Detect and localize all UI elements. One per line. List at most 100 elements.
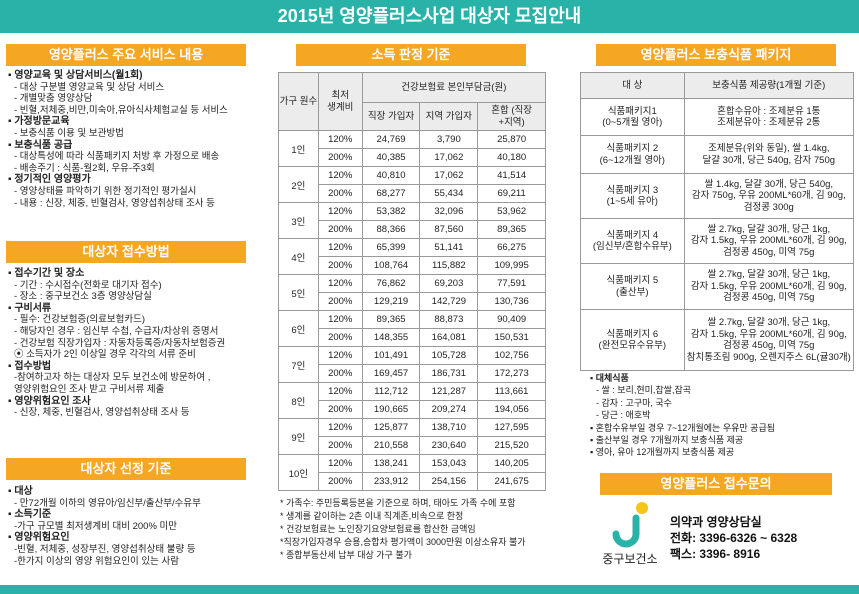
amount: 164,081 [419,328,479,347]
rate: 120% [317,202,363,221]
name-line: 식품패키지 4 [606,229,659,241]
household: 1인 [278,130,319,167]
row: 200% 129,219 142,729 130,736 [279,292,546,311]
amount: 169,457 [361,364,421,383]
item-heading: 접수기간 및 장소 [8,268,253,280]
amount: 230,640 [419,436,479,455]
package-name: 식품패키지 3 (1~5세 유아) [580,173,685,219]
amount: 17,062 [419,166,479,185]
amount: 105,728 [419,346,479,365]
package-items: 쌀 2.7kg, 달걀 30개, 당근 1kg, 감자 1.5kg, 우유 200… [683,309,855,371]
amount: 172,273 [477,364,546,383]
dept: 의약과 영양상담실 [670,515,762,529]
org-name: 중구보건소 [602,552,658,566]
th: 혼합 (직장+지역) [477,102,546,131]
item-line: 감자 1.5kg, 우유 200ML*60개, 김 90g, [690,235,847,247]
rate: 120% [317,382,363,401]
item-line: 조제분유아 : 조제분유 2통 [717,117,821,128]
row: 4인 120% 65,399 51,141 66,275 [278,238,546,275]
item-line: 검정콩 300g [743,201,794,213]
amount: 125,877 [361,418,421,437]
selection-list: 대상- 만72개월 이하의 영유아/임신부/출산부/수유부소득기준-가구 규모별… [8,486,253,567]
th: 지역 가입자 [419,102,479,131]
name-line: (0~5개월 영아) [602,117,663,128]
household: 4인 [278,238,319,275]
amount: 130,736 [477,292,546,311]
item-line: 쌀 2.7kg, 달걀 30개, 당근 1kg, [707,317,831,328]
amount: 150,531 [477,328,546,347]
rate: 200% [317,292,363,311]
amount: 24,769 [361,130,421,149]
item-line: 영양위험요인 조사 받고 구비서류 제출 [14,383,165,395]
th: 가구 원수 [278,72,319,131]
name-line: 식품패키지 5 [606,275,659,286]
amount: 142,729 [419,292,479,311]
section-header: 대상자 접수방법 [6,241,246,263]
note: 출산부일 경우 7개월까지 보충식품 제공 [590,434,855,446]
rate: 200% [317,472,363,491]
amount: 53,962 [477,202,546,221]
note: 대체식품 [590,372,855,384]
amount: 129,219 [361,292,421,311]
package-items: 쌀 1.4kg, 달걀 30개, 당근 540g, 감자 750g, 우유 200… [683,173,855,219]
note: * 종합부동산세 납부 대상 가구 불가 [280,550,412,560]
amount: 3,790 [419,130,479,149]
household: 7인 [278,346,319,383]
item-line: - 장소 : 중구보건소 3층 영양상담실 [14,291,152,303]
package-items: 조제분유(위와 동일), 쌀 1.4kg, 달걀 30개, 당근 540g, 감자… [683,135,855,174]
amount: 121,287 [419,382,479,401]
row: 200% 210,558 230,640 215,520 [279,436,546,455]
th: 대 상 [580,72,685,99]
name-line: (6~12개월 영아) [599,154,665,166]
package-name: 식품패키지 5 (출산부) [580,263,685,310]
package-name: 식품패키지 6 (완전모유수유부) [580,309,685,371]
item-heading: 소득기준 [8,509,253,521]
amount: 66,275 [477,238,546,257]
item-line: - 해당자인 경우 : 임신부 수첩, 수급자/차상위 증명서 [14,325,219,337]
amount: 32,096 [419,202,479,221]
item-line: 검정콩 450g, 미역 75g [723,340,815,351]
amount: 88,366 [361,220,421,239]
amount: 209,274 [419,400,479,419]
row: 식품패키지 2 (6~12개월 영아) 조제분유(위와 동일), 쌀 1.4kg, 달… [580,135,855,174]
amount: 65,399 [361,238,421,257]
item-heading: 영양위험요인 조사 [8,396,253,408]
package-name: 식품패키지1 (0~5개월 영아) [580,98,685,136]
amount: 153,043 [419,454,479,473]
logo [612,502,648,548]
note: * 가족수: 주민등록등본을 기준으로 하며, 태아도 가족 수에 포함 [280,498,516,508]
amount: 77,591 [477,274,546,293]
amount: 115,882 [419,256,479,275]
item-line: 혼합수유아 : 조제분유 1통 [717,105,821,117]
item-line: 검정콩 450g, 미역 75g [723,292,815,304]
rate: 200% [317,256,363,275]
amount: 113,661 [477,382,546,401]
th: 건강보험료 본인부담금(원) [361,72,547,103]
package-notes: 대체식품- 쌀 : 보리,현미,찹쌀,잡곡- 감자 : 고구마, 국수 - 당근 … [590,372,855,459]
section-header: 영양플러스 보충식품 패키지 [596,44,836,66]
note: *직장가입자경우 승용,승합차 평가액이 3000만원 이상소유자 불가 [280,537,526,547]
row: 200% 190,665 209,274 194,056 [279,400,546,419]
amount: 69,203 [419,274,479,293]
amount: 69,211 [477,184,546,203]
package-items: 혼합수유아 : 조제분유 1통 조제분유아 : 조제분유 2통 [683,98,855,136]
household: 8인 [278,382,319,419]
row: 9인 120% 125,877 138,710 127,595 [278,418,546,455]
item-line: - 만72개월 이하의 영유아/임신부/출산부/수유부 [14,497,201,509]
rate: 200% [317,220,363,239]
row: 5인 120% 76,862 69,203 77,591 [278,274,546,311]
amount: 108,764 [361,256,421,275]
name-line: (임신부/혼합수유부) [592,241,672,252]
item-line: 참치통조림 900g, 오렌지주스 6L(귤30개) [686,351,851,363]
rate: 120% [317,130,363,149]
amount: 25,870 [477,130,546,149]
note: 혼합수유부일 경우 7~12개월에는 우유만 공급됨 [590,422,855,434]
item-line: 쌀 2.7kg, 달걀 30개, 당근 1kg, [707,269,831,281]
name-line: 식품패키지 2 [606,143,659,154]
household: 9인 [278,418,319,455]
rate: 120% [317,310,363,329]
amount: 186,731 [419,364,479,383]
package-items: 쌀 2.7kg, 달걀 30개, 당근 1kg, 감자 1.5kg, 우유 200… [683,263,855,310]
row: 200% 40,385 17,062 40,180 [279,148,546,167]
item-line: 쌀 2.7kg, 달걀 30개, 당근 1kg, [707,223,831,235]
